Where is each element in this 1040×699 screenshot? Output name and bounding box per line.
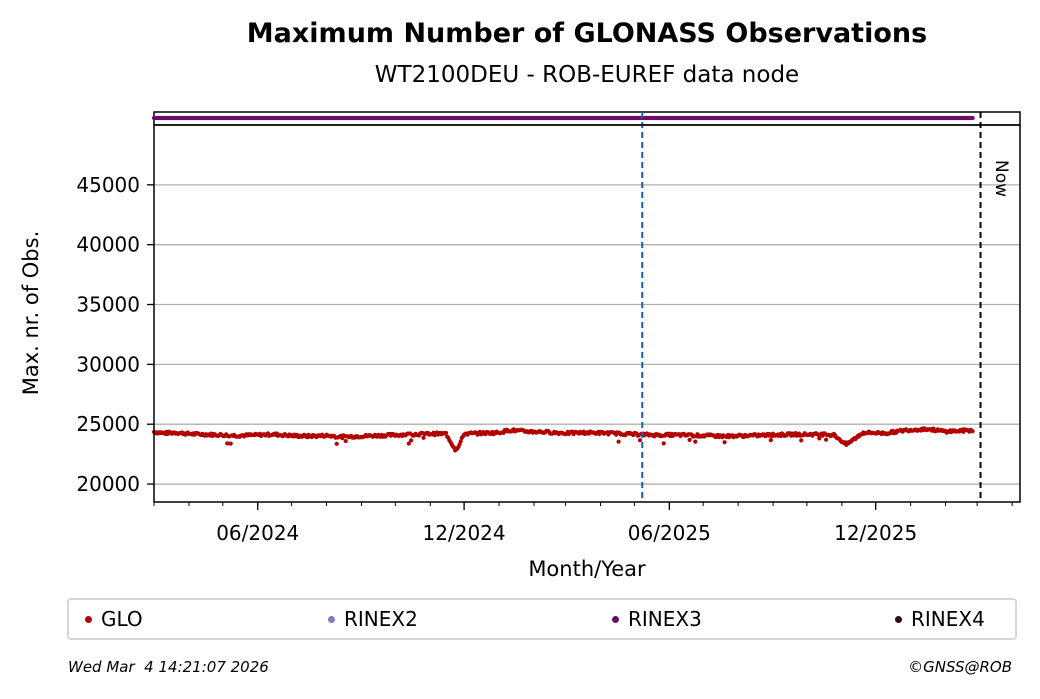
glo-point bbox=[334, 441, 339, 446]
y-tick-label: 40000 bbox=[76, 233, 140, 257]
chart-subtitle: WT2100DEU - ROB-EUREF data node bbox=[375, 62, 799, 88]
x-tick-label: 06/2024 bbox=[216, 521, 299, 545]
legend-label-rinex4: RINEX4 bbox=[911, 607, 985, 631]
y-tick-label: 35000 bbox=[76, 293, 140, 317]
x-axis-label: Month/Year bbox=[528, 557, 646, 581]
chart-title: Maximum Number of GLONASS Observations bbox=[247, 18, 927, 49]
legend-item-rinex2: RINEX2 bbox=[328, 607, 418, 631]
legend-label-rinex2: RINEX2 bbox=[344, 607, 418, 631]
x-axis: 06/2024 12/2024 06/2025 12/2025 bbox=[153, 502, 1013, 545]
glo-point bbox=[722, 440, 727, 445]
glo-point bbox=[768, 438, 773, 443]
legend-label-glo: GLO bbox=[101, 607, 143, 631]
glo-point bbox=[637, 438, 643, 443]
glo-point bbox=[687, 437, 692, 442]
y-tick-label: 30000 bbox=[76, 352, 140, 376]
y-axis: 20000 25000 30000 35000 40000 45000 bbox=[76, 173, 154, 496]
legend-item-rinex4: RINEX4 bbox=[895, 607, 985, 631]
x-tick-label: 06/2025 bbox=[628, 521, 711, 545]
now-label: Now bbox=[991, 160, 1011, 197]
footer-copyright: ©GNSS@ROB bbox=[908, 658, 1012, 676]
rinex3-point bbox=[970, 115, 975, 121]
legend-marker-rinex3 bbox=[612, 615, 619, 623]
glo-point bbox=[817, 436, 822, 441]
glo-point bbox=[458, 439, 463, 444]
glo-point bbox=[799, 438, 804, 443]
footer-timestamp: Wed Mar 4 14:21:07 2026 bbox=[68, 658, 269, 676]
glo-point bbox=[661, 441, 666, 446]
glo-point bbox=[824, 437, 829, 442]
rinex3-strip-points bbox=[151, 115, 975, 121]
x-tick-label: 12/2025 bbox=[834, 521, 917, 545]
legend: GLO RINEX2 RINEX3 RINEX4 bbox=[67, 598, 1017, 640]
legend-label-rinex3: RINEX3 bbox=[628, 607, 702, 631]
y-tick-label: 45000 bbox=[76, 173, 140, 197]
glo-point bbox=[616, 439, 621, 444]
x-tick-label: 12/2024 bbox=[423, 521, 506, 545]
glo-series bbox=[151, 426, 975, 453]
y-tick-label: 20000 bbox=[76, 472, 140, 496]
legend-item-glo: GLO bbox=[85, 607, 143, 631]
legend-item-rinex3: RINEX3 bbox=[612, 607, 702, 631]
glo-point bbox=[409, 438, 414, 443]
y-axis-label: Max. nr. of Obs. bbox=[19, 231, 43, 396]
vertical-markers bbox=[641, 112, 982, 502]
legend-marker-rinex2 bbox=[328, 615, 335, 623]
plot-frame bbox=[153, 124, 1021, 503]
y-tick-label: 25000 bbox=[76, 412, 140, 436]
glo-point bbox=[970, 429, 975, 434]
glo-point bbox=[228, 441, 233, 446]
legend-marker-glo bbox=[85, 615, 92, 623]
glo-point bbox=[693, 439, 698, 444]
legend-marker-rinex4 bbox=[895, 615, 902, 623]
y-gridlines bbox=[154, 184, 1020, 485]
glo-point bbox=[443, 430, 449, 436]
glo-point bbox=[421, 435, 426, 440]
glo-point bbox=[225, 441, 230, 446]
glo-point bbox=[406, 441, 411, 446]
glo-point bbox=[343, 438, 348, 444]
